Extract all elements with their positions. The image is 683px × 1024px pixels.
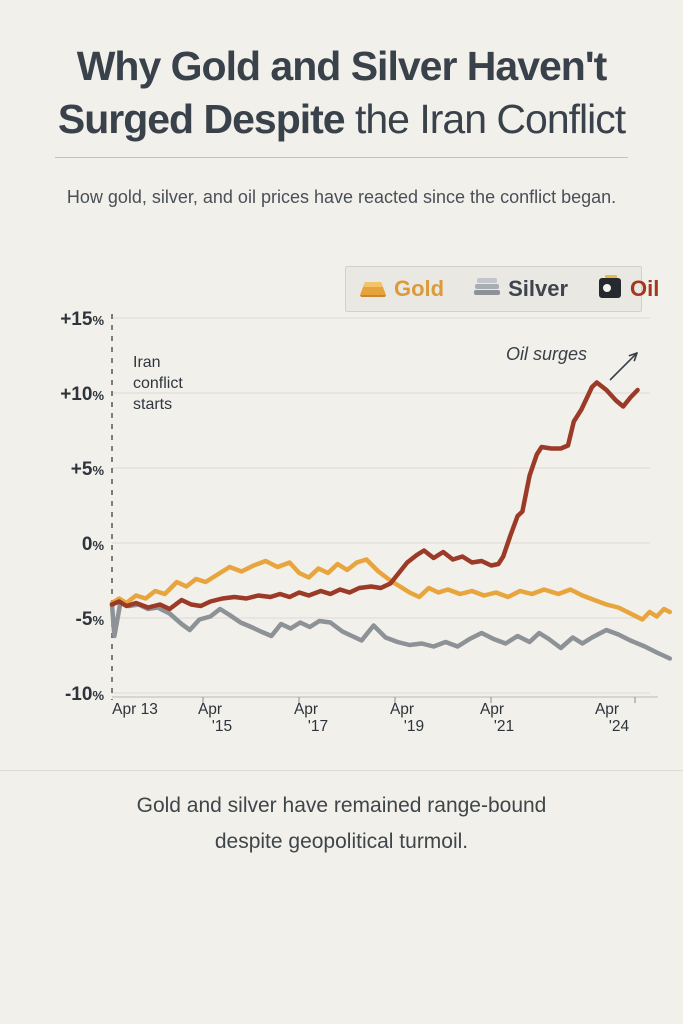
title-divider — [55, 157, 628, 158]
legend-label-oil: Oil — [630, 276, 660, 301]
svg-text:+15%: +15% — [60, 309, 104, 330]
page-title: Why Gold and Silver Haven't Surged Despi… — [0, 40, 683, 146]
svg-text:Apr: Apr — [198, 701, 222, 718]
svg-text:+10%: +10% — [60, 384, 104, 405]
svg-text:'21: '21 — [494, 718, 514, 735]
svg-text:Apr: Apr — [294, 701, 318, 718]
legend: Gold Silver Oil — [345, 266, 659, 312]
footer-caption: Gold and silver have remained range-boun… — [0, 788, 683, 860]
title-line-1: Why Gold and Silver Haven't — [76, 43, 608, 89]
svg-text:Apr: Apr — [480, 701, 504, 718]
svg-text:+5%: +5% — [71, 459, 105, 480]
legend-label-silver: Silver — [508, 276, 569, 301]
legend-item-gold: Gold — [358, 274, 444, 305]
svg-text:Apr 13: Apr 13 — [112, 701, 158, 718]
surge-arrow-icon — [609, 352, 638, 381]
oil-surge-annotation: Oil surges — [506, 344, 588, 364]
legend-item-silver: Silver — [472, 274, 568, 305]
legend-label-gold: Gold — [394, 276, 445, 301]
oil-barrel-icon — [596, 273, 624, 306]
legend-item-oil: Oil — [596, 273, 659, 306]
svg-text:'24: '24 — [609, 718, 630, 735]
svg-text:'19: '19 — [404, 718, 424, 735]
footer-line-1: Gold and silver have remained range-boun… — [136, 794, 547, 817]
silver-bars-icon — [472, 274, 502, 305]
svg-text:'17: '17 — [308, 718, 328, 735]
svg-text:Apr: Apr — [390, 701, 414, 718]
svg-text:-10%: -10% — [65, 684, 104, 705]
title-line-2: Surged Despite the Iran Conflict — [57, 96, 626, 142]
footer-divider — [0, 770, 683, 771]
subtitle: How gold, silver, and oil prices have re… — [66, 187, 617, 207]
price-chart: +15% +10% +5% 0% -5% -10% Apr 13 Apr '15 Apr '17 Ap… — [0, 300, 683, 770]
svg-text:Apr: Apr — [595, 701, 619, 718]
footer-line-2: despite geopolitical turmoil. — [214, 830, 469, 853]
gold-ingot-icon — [358, 274, 388, 305]
svg-text:'15: '15 — [212, 718, 232, 735]
conflict-annotation: Iran conflict starts — [133, 354, 183, 413]
svg-text:-5%: -5% — [76, 609, 105, 630]
chart-svg: +15%+10%+5%0%-5%-10%Apr 13 Apr'15Apr'17Ap… — [60, 309, 673, 735]
svg-text:0%: 0% — [82, 534, 105, 555]
